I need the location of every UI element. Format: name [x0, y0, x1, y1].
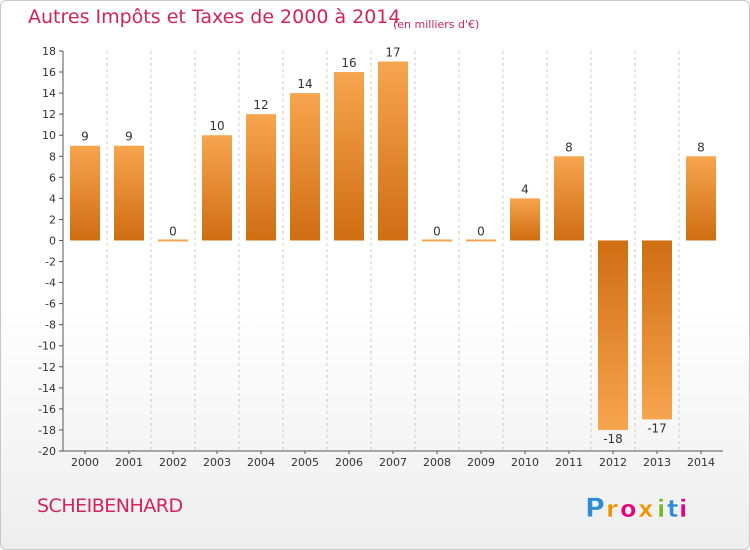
value-label-2012: -18	[603, 432, 623, 446]
value-label-2010: 4	[521, 182, 529, 196]
logo-letter: i	[657, 495, 665, 523]
y-tick-label: 6	[49, 171, 56, 184]
y-tick-label: 16	[42, 66, 56, 79]
labels: 9200092001020021020031220041420051620061…	[38, 45, 715, 469]
x-tick-label-2004: 2004	[247, 456, 275, 469]
bar-2014	[686, 156, 716, 241]
y-tick-label: -10	[38, 340, 56, 353]
y-tick-label: 12	[42, 108, 56, 121]
commune-name: SCHEIBENHARD	[37, 495, 183, 517]
bar-2010	[510, 198, 540, 241]
bar-2011	[554, 156, 584, 241]
logo-letter: i	[679, 495, 687, 523]
value-label-2006: 16	[341, 56, 356, 70]
y-tick-label: 0	[49, 234, 56, 247]
x-tick-label-2000: 2000	[71, 456, 99, 469]
x-tick-label-2001: 2001	[115, 456, 143, 469]
value-label-2001: 9	[125, 130, 133, 144]
bar-2006	[334, 72, 364, 241]
y-tick-label: -16	[38, 403, 56, 416]
y-tick-label: 18	[42, 45, 56, 58]
value-label-2011: 8	[565, 140, 573, 154]
grid-lines	[106, 51, 680, 451]
x-tick-label-2013: 2013	[643, 456, 671, 469]
value-label-2013: -17	[647, 421, 667, 435]
value-label-2002: 0	[169, 224, 177, 238]
bar-2008	[422, 239, 452, 242]
bar-2009	[466, 239, 496, 242]
logo-letter: r	[606, 495, 618, 523]
bars	[70, 61, 716, 430]
chart-title: Autres Impôts et Taxes de 2000 à 2014	[28, 6, 401, 28]
bar-2003	[202, 135, 232, 241]
bar-2007	[378, 61, 408, 241]
x-tick-label-2009: 2009	[467, 456, 495, 469]
y-tick-label: -18	[38, 424, 56, 437]
bar-2012	[598, 240, 628, 430]
y-tick-label: -12	[38, 361, 56, 374]
y-tick-label: -4	[45, 277, 56, 290]
x-tick-label-2008: 2008	[423, 456, 451, 469]
x-tick-label-2011: 2011	[555, 456, 583, 469]
x-tick-label-2012: 2012	[599, 456, 627, 469]
value-label-2000: 9	[81, 130, 89, 144]
axes	[59, 50, 723, 454]
bar-2005	[290, 93, 320, 241]
y-tick-label: 10	[42, 129, 56, 142]
y-tick-label: -14	[38, 382, 56, 395]
bar-2004	[246, 114, 276, 241]
bar-2001	[114, 145, 144, 241]
x-tick-label-2002: 2002	[159, 456, 187, 469]
value-label-2004: 12	[253, 98, 268, 112]
x-tick-label-2005: 2005	[291, 456, 319, 469]
value-label-2003: 10	[209, 119, 224, 133]
y-tick-label: -8	[45, 319, 56, 332]
y-tick-label: -6	[45, 298, 56, 311]
logo-letter: x	[638, 495, 654, 523]
y-tick-label: 8	[49, 150, 56, 163]
y-tick-label: 2	[49, 213, 56, 226]
x-tick-label-2006: 2006	[335, 456, 363, 469]
value-label-2007: 17	[385, 46, 400, 60]
y-tick-label: -20	[38, 445, 56, 458]
value-label-2014: 8	[697, 140, 705, 154]
logo-letter: o	[620, 495, 637, 523]
x-tick-label-2007: 2007	[379, 456, 407, 469]
bar-2002	[158, 239, 188, 242]
chart-subtitle: (en milliers d'€)	[393, 18, 480, 31]
x-tick-label-2003: 2003	[203, 456, 231, 469]
value-label-2005: 14	[297, 77, 312, 91]
x-tick-label-2014: 2014	[687, 456, 715, 469]
y-tick-label: 4	[49, 192, 56, 205]
logo-letter: t	[667, 495, 678, 523]
y-tick-label: -2	[45, 256, 56, 269]
bar-2013	[642, 240, 672, 420]
x-tick-label-2010: 2010	[511, 456, 539, 469]
y-tick-label: 14	[42, 87, 56, 100]
value-label-2008: 0	[433, 224, 441, 238]
bar-2000	[70, 145, 100, 241]
logo-letter: P	[585, 493, 605, 524]
value-label-2009: 0	[477, 224, 485, 238]
